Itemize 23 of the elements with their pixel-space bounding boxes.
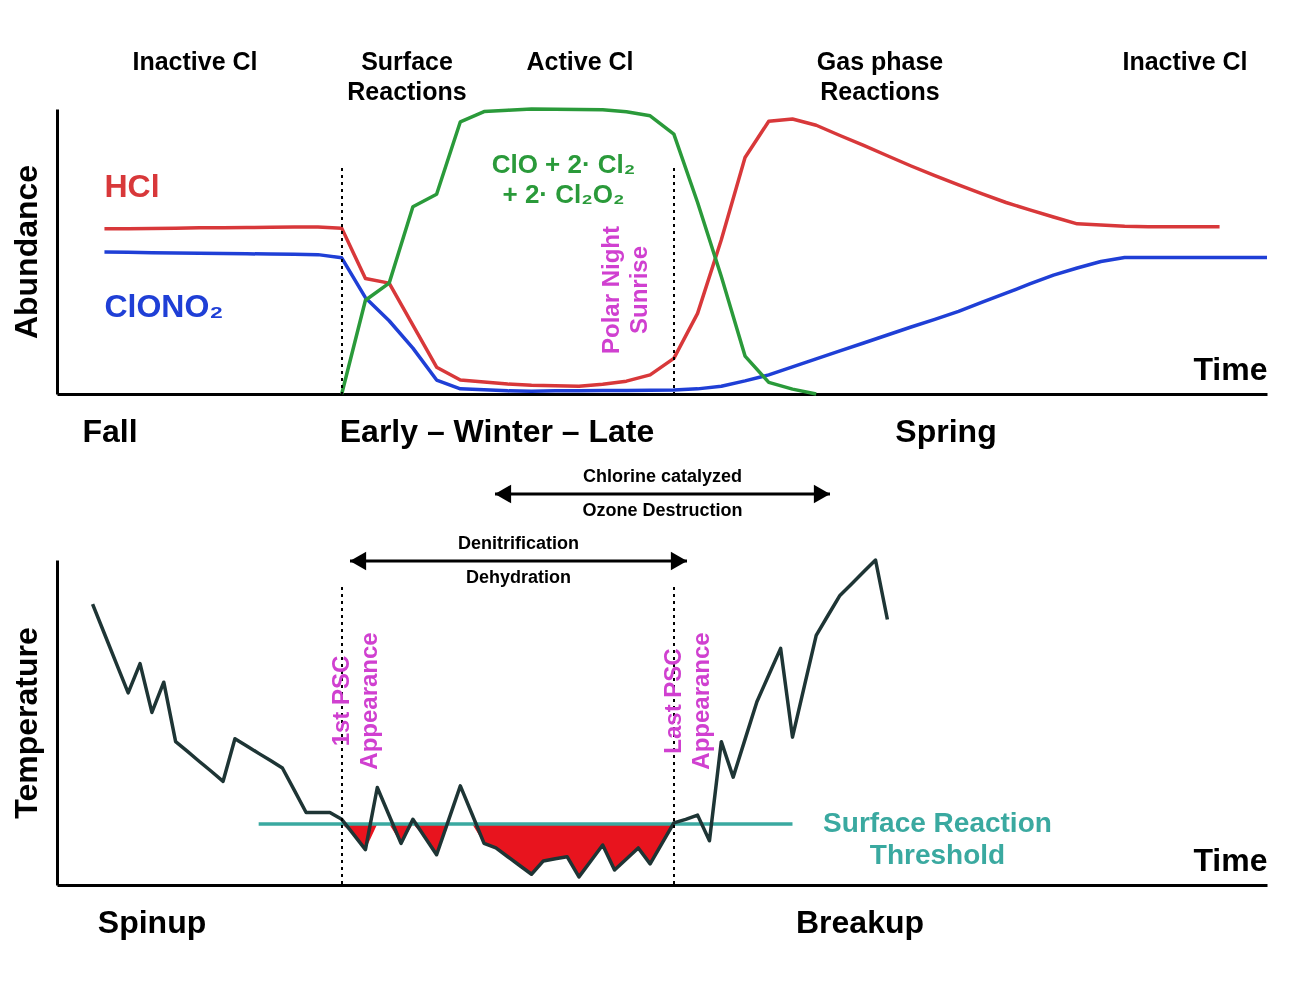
text: Inactive Cl [1122, 47, 1248, 75]
series-label: ClONO₂ [104, 288, 224, 325]
text: Inactive Cl [132, 47, 258, 75]
annotation: Denitrification Dehydration [457, 533, 580, 587]
x-axis-title: Time [1193, 350, 1268, 387]
x-axis-title: Time [1193, 841, 1268, 878]
annotation: 1st PSC Appearance [327, 632, 382, 770]
series-label: ClO + 2· Cl₂ + 2· Cl₂O₂ [491, 149, 636, 209]
text: Breakup [795, 904, 925, 940]
text: Gas phase Reactions [816, 47, 944, 105]
y-axis-title: Temperature [7, 627, 44, 819]
text: Surface Reactions [347, 47, 467, 105]
annotation: Last PSC Appearance [659, 632, 714, 770]
text: Early – Winter – Late [339, 413, 655, 449]
series-label: HCl [104, 167, 160, 204]
text: Spring [895, 413, 997, 449]
text: Chlorine catalyzed Ozone Destruction [582, 466, 743, 520]
y-axis-title: Abundance [7, 164, 44, 340]
series-label: Surface Reaction Threshold [823, 806, 1052, 870]
text: Fall [82, 413, 138, 449]
text: Spinup [97, 904, 207, 940]
text: Active Cl [526, 47, 634, 75]
annotation: Polar Night Sunrise [597, 225, 652, 355]
